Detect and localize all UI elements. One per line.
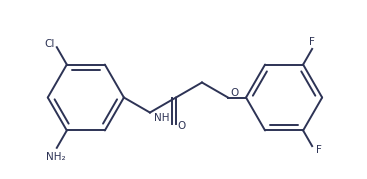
Text: NH: NH (154, 113, 170, 123)
Text: NH₂: NH₂ (46, 152, 66, 162)
Text: F: F (316, 145, 322, 155)
Text: O: O (230, 88, 238, 98)
Text: O: O (178, 121, 186, 130)
Text: Cl: Cl (44, 39, 55, 49)
Text: F: F (309, 37, 315, 47)
